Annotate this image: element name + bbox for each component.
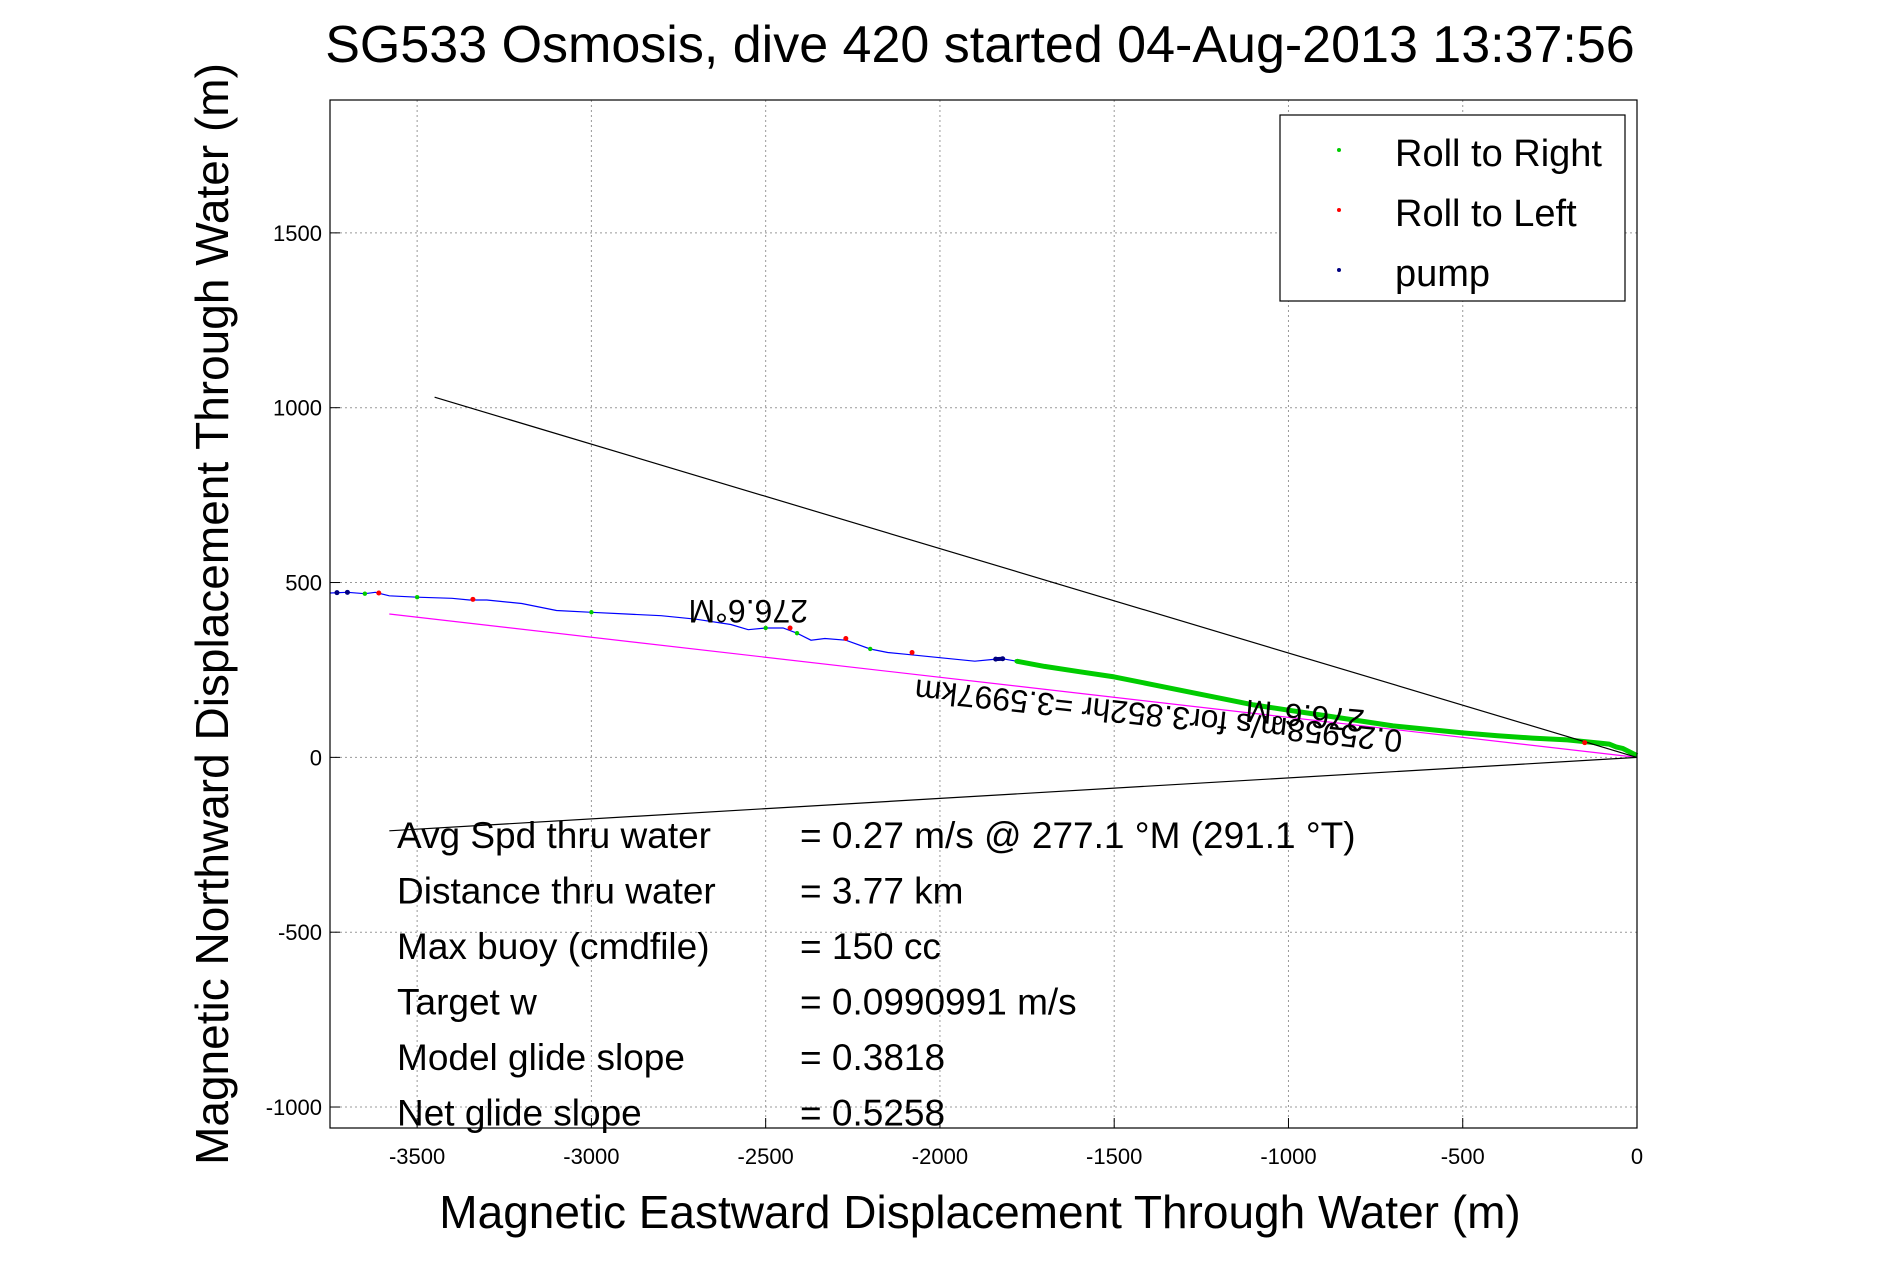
stat-label: Distance thru water bbox=[397, 871, 716, 912]
y-tick-label: -1000 bbox=[266, 1095, 322, 1120]
plot-frame bbox=[329, 99, 1638, 1129]
pump-point bbox=[1000, 656, 1006, 662]
roll-right-point bbox=[868, 646, 873, 652]
heading-bound-line bbox=[389, 756, 1638, 832]
roll-left-point bbox=[1582, 740, 1588, 746]
stat-value: = 3.77 km bbox=[800, 871, 964, 912]
roll-left-point bbox=[470, 596, 476, 602]
x-tick-label: -1000 bbox=[1260, 1144, 1316, 1169]
stat-value: = 0.5258 bbox=[800, 1093, 945, 1134]
roll-right-point bbox=[763, 625, 768, 631]
y-tick-label: 500 bbox=[285, 571, 322, 596]
y-tick-label: 1000 bbox=[273, 396, 322, 421]
x-tick-label: -2500 bbox=[738, 1144, 794, 1169]
roll-right-point bbox=[1014, 659, 1019, 664]
legend-label: Roll to Left bbox=[1395, 193, 1577, 235]
x-tick-label: -3000 bbox=[563, 1144, 619, 1169]
x-tick-label: -500 bbox=[1441, 1144, 1485, 1169]
stat-label: Target w bbox=[397, 982, 537, 1023]
x-tick-label: 0 bbox=[1631, 1144, 1643, 1169]
roll-right-point bbox=[362, 591, 368, 596]
stat-label: Net glide slope bbox=[397, 1093, 642, 1134]
stat-label: Max buoy (cmdfile) bbox=[397, 926, 710, 967]
stat-label: Model glide slope bbox=[397, 1037, 685, 1078]
roll-right-point bbox=[414, 595, 420, 600]
x-tick-label: -3500 bbox=[389, 1144, 445, 1169]
legend: Roll to Right Roll to Left pump bbox=[1279, 114, 1626, 302]
axis-ticks: -3500 -3000 -2500 -2000 -1500 -1000 -500 0 -1000… bbox=[266, 221, 1643, 1169]
roll-right-point bbox=[589, 610, 594, 615]
stat-value: = 0.27 m/s @ 277.1 °M (291.1 °T) bbox=[800, 815, 1356, 856]
roll-left-point bbox=[843, 635, 849, 641]
legend-label: Roll to Right bbox=[1395, 133, 1602, 175]
chart-title: SG533 Osmosis, dive 420 started 04-Aug-2… bbox=[325, 16, 1634, 74]
x-tick-label: -2000 bbox=[912, 1144, 968, 1169]
roll-right-point bbox=[1216, 695, 1221, 701]
roll-right-point bbox=[794, 631, 800, 636]
pump-point bbox=[344, 589, 350, 595]
legend-marker bbox=[1337, 148, 1341, 152]
data-markers bbox=[334, 589, 1588, 746]
legend-marker bbox=[1337, 208, 1341, 212]
roll-right-point bbox=[1425, 727, 1431, 732]
heading-bound-line bbox=[434, 396, 1638, 758]
legend-label: pump bbox=[1395, 253, 1490, 295]
roll-left-point bbox=[787, 625, 793, 631]
legend-marker bbox=[1337, 268, 1341, 272]
roll-right-track bbox=[1016, 658, 1639, 758]
y-tick-label: 1500 bbox=[273, 221, 322, 246]
stats-box: Avg Spd thru water = 0.27 m/s @ 277.1 °M … bbox=[397, 815, 1356, 1134]
pump-point bbox=[334, 590, 340, 596]
stat-label: Avg Spd thru water bbox=[397, 815, 711, 856]
y-tick-label: -500 bbox=[278, 920, 322, 945]
roll-left-point bbox=[909, 649, 915, 655]
y-axis-label: Magnetic Northward Displacement Through … bbox=[186, 63, 238, 1165]
x-tick-label: -1500 bbox=[1086, 1144, 1142, 1169]
data-series bbox=[329, 396, 1639, 832]
pump-point bbox=[993, 656, 999, 662]
stat-value: = 0.0990991 m/s bbox=[800, 982, 1077, 1023]
y-tick-label: 0 bbox=[310, 745, 322, 770]
stat-value: = 0.3818 bbox=[800, 1037, 945, 1078]
net-displacement-line bbox=[389, 613, 1638, 758]
stat-value: = 150 cc bbox=[800, 926, 941, 967]
roll-left-point bbox=[376, 590, 382, 596]
x-axis-label: Magnetic Eastward Displacement Through W… bbox=[439, 1186, 1520, 1238]
heading-annotation: 276.6°M bbox=[688, 593, 808, 629]
